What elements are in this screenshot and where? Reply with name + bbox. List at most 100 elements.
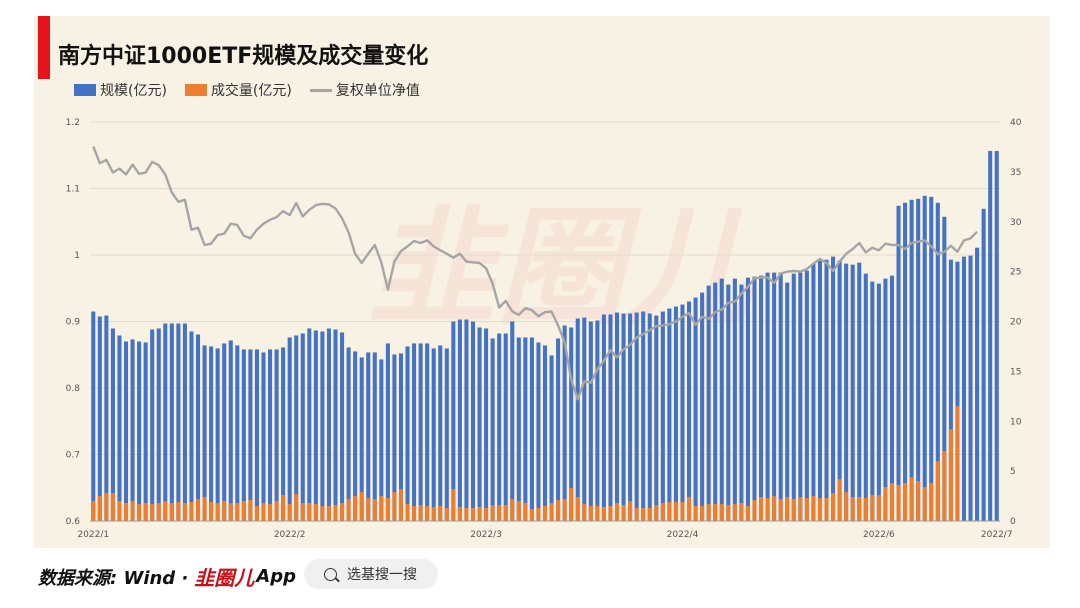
volume-bar <box>693 506 698 521</box>
volume-bar <box>713 504 718 521</box>
bar-series <box>91 150 999 522</box>
scale-bar <box>739 284 744 521</box>
x-axis-tick-label: 2022/3 <box>470 530 502 540</box>
scale-bar <box>372 352 377 521</box>
volume-bar <box>798 497 803 521</box>
volume-bar <box>614 503 620 521</box>
scale-bar <box>123 341 129 521</box>
volume-bar <box>844 492 849 521</box>
volume-bar <box>274 501 279 521</box>
volume-bar <box>634 508 639 521</box>
legend-swatch-volume <box>184 84 207 96</box>
scale-bar <box>713 282 718 521</box>
volume-bar <box>765 498 770 521</box>
volume-bar <box>876 495 881 521</box>
scale-bar <box>510 321 515 521</box>
volume-bar <box>896 485 901 521</box>
volume-bar <box>379 496 384 521</box>
nav-line-series <box>92 146 978 401</box>
volume-bar <box>817 498 822 521</box>
volume-bar <box>490 505 495 521</box>
scale-bar <box>412 343 417 521</box>
left-axis-tick-label: 1.2 <box>66 118 80 128</box>
volume-bar <box>313 504 318 521</box>
volume-bar <box>641 508 646 521</box>
scale-bar <box>621 313 626 521</box>
volume-bar <box>340 503 345 521</box>
volume-bar <box>667 502 672 521</box>
scale-bar <box>281 347 286 521</box>
volume-bar <box>412 506 417 521</box>
scale-bar <box>706 285 711 521</box>
volume-bar <box>150 504 155 521</box>
search-button[interactable]: 选基搜一搜 <box>304 559 438 589</box>
volume-bar <box>248 500 253 521</box>
volume-bar <box>294 494 299 521</box>
volume-bar <box>660 503 665 521</box>
scale-bar <box>988 150 993 522</box>
scale-bar <box>870 281 875 521</box>
scale-bar <box>686 301 692 521</box>
scale-bar <box>844 263 849 521</box>
volume-bar <box>392 492 397 521</box>
scale-bar <box>831 256 836 521</box>
scale-bar <box>824 259 829 521</box>
x-axis-tick-label: 2022/6 <box>863 530 895 540</box>
right-axis-tick-label: 30 <box>1010 218 1022 228</box>
volume-bar <box>686 497 692 521</box>
scale-bar <box>385 343 390 521</box>
volume-bar <box>300 503 305 521</box>
volume-bar <box>752 500 757 521</box>
volume-bar <box>569 488 574 521</box>
volume-bar <box>863 498 868 521</box>
scale-bar <box>104 315 109 521</box>
right-axis-tick-label: 40 <box>1010 118 1022 128</box>
data-source: 数据来源: Wind · <box>38 567 189 589</box>
left-axis-tick-label: 0.8 <box>66 384 81 394</box>
scale-bar <box>935 202 940 522</box>
left-axis-tick-label: 1.1 <box>66 185 80 195</box>
volume-bar <box>91 501 96 521</box>
scale-bar <box>274 349 279 521</box>
scale-bar <box>398 353 404 521</box>
scale-bar <box>340 332 345 521</box>
volume-bar <box>621 505 626 521</box>
volume-bar <box>195 499 201 521</box>
scale-bar <box>326 328 331 521</box>
scale-bar <box>968 255 973 522</box>
scale-bar <box>503 333 508 521</box>
volume-bar <box>732 504 737 521</box>
volume-bar <box>831 493 836 521</box>
volume-bar <box>333 505 338 521</box>
volume-bar <box>104 493 109 521</box>
legend-label-scale: 规模(亿元) <box>100 83 167 99</box>
volume-bar <box>438 506 443 521</box>
scale-bar <box>772 272 777 521</box>
scale-bar <box>457 319 462 521</box>
volume-bar <box>451 489 456 521</box>
scale-bar <box>268 349 273 521</box>
x-axis-tick-label: 2022/4 <box>667 530 699 540</box>
scale-bar <box>948 259 953 521</box>
scale-bar <box>641 311 646 521</box>
volume-bar <box>97 496 102 521</box>
scale-bar <box>863 273 868 521</box>
scale-bar <box>464 319 469 521</box>
volume-bar <box>137 504 142 521</box>
scale-bar <box>248 349 253 521</box>
scale-bar <box>883 278 888 521</box>
scale-bar <box>359 357 364 521</box>
scale-bar <box>778 272 783 521</box>
scale-bar <box>431 348 436 521</box>
volume-bar <box>857 497 862 521</box>
right-axis-tick-label: 20 <box>1010 318 1022 328</box>
scale-bar <box>418 343 423 521</box>
scale-bar <box>313 330 318 521</box>
volume-bar <box>123 503 129 521</box>
scale-bar <box>444 348 449 521</box>
scale-bar <box>785 282 790 521</box>
scale-bar <box>261 352 266 521</box>
left-axis-tick-label: 0.9 <box>66 318 81 328</box>
volume-bar <box>588 506 593 521</box>
volume-bar <box>726 505 731 521</box>
